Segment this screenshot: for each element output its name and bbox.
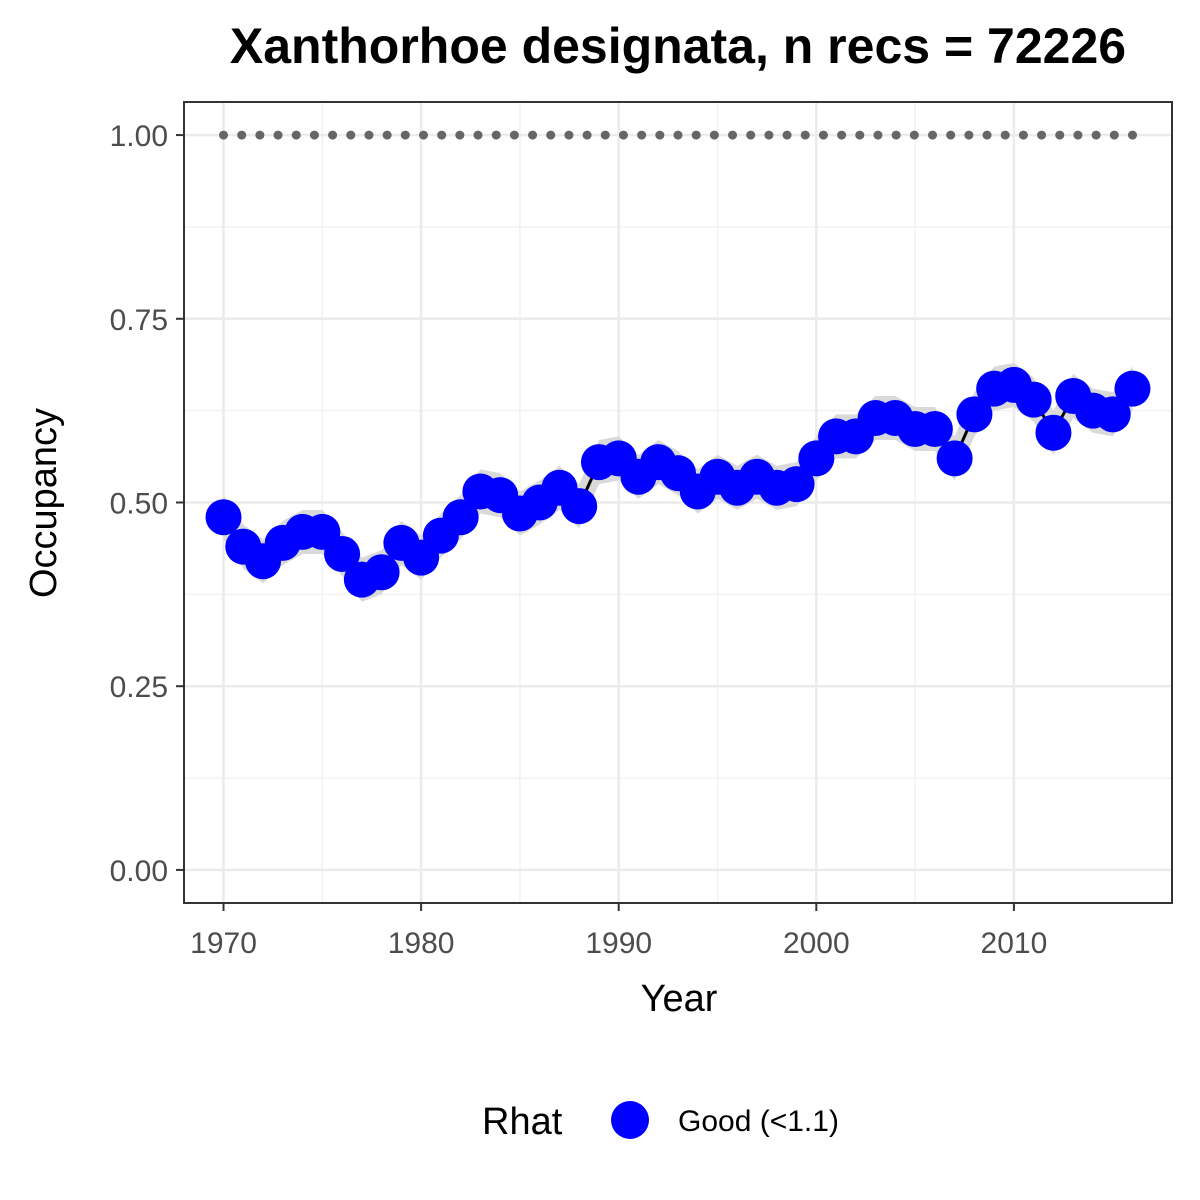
x-tick-label: 2000 bbox=[783, 927, 850, 960]
data-point bbox=[205, 499, 242, 536]
reference-dot bbox=[564, 130, 574, 140]
y-tick-label: 0.50 bbox=[110, 488, 168, 521]
x-tick-label: 1990 bbox=[585, 927, 652, 960]
reference-dot bbox=[855, 130, 865, 140]
reference-dot bbox=[528, 130, 538, 140]
data-point bbox=[1114, 370, 1151, 407]
reference-dot bbox=[982, 130, 992, 140]
legend-title: Rhat bbox=[482, 1101, 563, 1143]
reference-dot bbox=[964, 130, 974, 140]
data-point bbox=[442, 499, 479, 536]
plot-panel bbox=[183, 101, 1173, 904]
reference-dot bbox=[891, 130, 901, 140]
reference-dot bbox=[364, 130, 374, 140]
y-axis-title: Occupancy bbox=[23, 408, 65, 598]
y-tick-label: 0.00 bbox=[110, 855, 168, 888]
reference-dot bbox=[600, 130, 610, 140]
data-point bbox=[936, 440, 973, 477]
data-point bbox=[956, 396, 993, 433]
reference-dot bbox=[637, 130, 647, 140]
data-point bbox=[916, 411, 953, 448]
x-tick-label: 1970 bbox=[190, 927, 257, 960]
reference-dot bbox=[491, 130, 501, 140]
reference-dot bbox=[1127, 130, 1137, 140]
reference-dot bbox=[691, 130, 701, 140]
reference-dot bbox=[837, 130, 847, 140]
reference-dot bbox=[746, 130, 756, 140]
reference-dot bbox=[382, 130, 392, 140]
chart-title: Xanthorhoe designata, n recs = 72226 bbox=[230, 18, 1126, 74]
reference-dot bbox=[818, 130, 828, 140]
reference-line-dots bbox=[219, 130, 1137, 140]
data-point bbox=[778, 466, 815, 503]
reference-dot bbox=[1109, 130, 1119, 140]
legend-key-good bbox=[611, 1101, 649, 1139]
reference-dot bbox=[400, 130, 410, 140]
reference-dot bbox=[800, 130, 810, 140]
reference-dot bbox=[764, 130, 774, 140]
reference-dot bbox=[237, 130, 247, 140]
reference-dot bbox=[309, 130, 319, 140]
reference-dot bbox=[1018, 130, 1028, 140]
reference-dot bbox=[1037, 130, 1047, 140]
reference-dot bbox=[655, 130, 665, 140]
reference-dot bbox=[273, 130, 283, 140]
legend-label-good: Good (<1.1) bbox=[678, 1105, 839, 1138]
x-axis: 1970 1980 1990 2000 2010 bbox=[190, 903, 1047, 960]
reference-dot bbox=[1055, 130, 1065, 140]
data-point bbox=[1094, 396, 1131, 433]
y-tick-label: 0.75 bbox=[110, 304, 168, 337]
reference-dot bbox=[509, 130, 519, 140]
reference-dot bbox=[418, 130, 428, 140]
x-tick-label: 2010 bbox=[981, 927, 1048, 960]
x-tick-label: 1980 bbox=[388, 927, 455, 960]
reference-dot bbox=[1091, 130, 1101, 140]
x-axis-title: Year bbox=[641, 978, 718, 1020]
reference-dot bbox=[582, 130, 592, 140]
data-point bbox=[363, 554, 400, 591]
data-point bbox=[561, 488, 598, 525]
reference-dot bbox=[473, 130, 483, 140]
reference-dot bbox=[782, 130, 792, 140]
reference-dot bbox=[709, 130, 719, 140]
data-point bbox=[324, 535, 361, 572]
reference-dot bbox=[546, 130, 556, 140]
reference-dot bbox=[728, 130, 738, 140]
reference-dot bbox=[346, 130, 356, 140]
reference-dot bbox=[1073, 130, 1083, 140]
legend: Rhat Good (<1.1) bbox=[482, 1101, 839, 1143]
reference-dot bbox=[219, 130, 229, 140]
y-tick-label: 1.00 bbox=[110, 120, 168, 153]
reference-dot bbox=[618, 130, 628, 140]
reference-dot bbox=[455, 130, 465, 140]
data-point bbox=[1015, 381, 1052, 418]
reference-dot bbox=[1000, 130, 1010, 140]
reference-dot bbox=[673, 130, 683, 140]
data-point bbox=[1035, 414, 1072, 451]
reference-dot bbox=[946, 130, 956, 140]
reference-dot bbox=[909, 130, 919, 140]
reference-dot bbox=[873, 130, 883, 140]
reference-dot bbox=[255, 130, 265, 140]
reference-dot bbox=[291, 130, 301, 140]
reference-dot bbox=[928, 130, 938, 140]
reference-dot bbox=[437, 130, 447, 140]
y-tick-label: 0.25 bbox=[110, 671, 168, 704]
y-axis: 0.00 0.25 0.50 0.75 1.00 bbox=[110, 120, 184, 888]
reference-dot bbox=[328, 130, 338, 140]
data-points bbox=[205, 366, 1151, 598]
